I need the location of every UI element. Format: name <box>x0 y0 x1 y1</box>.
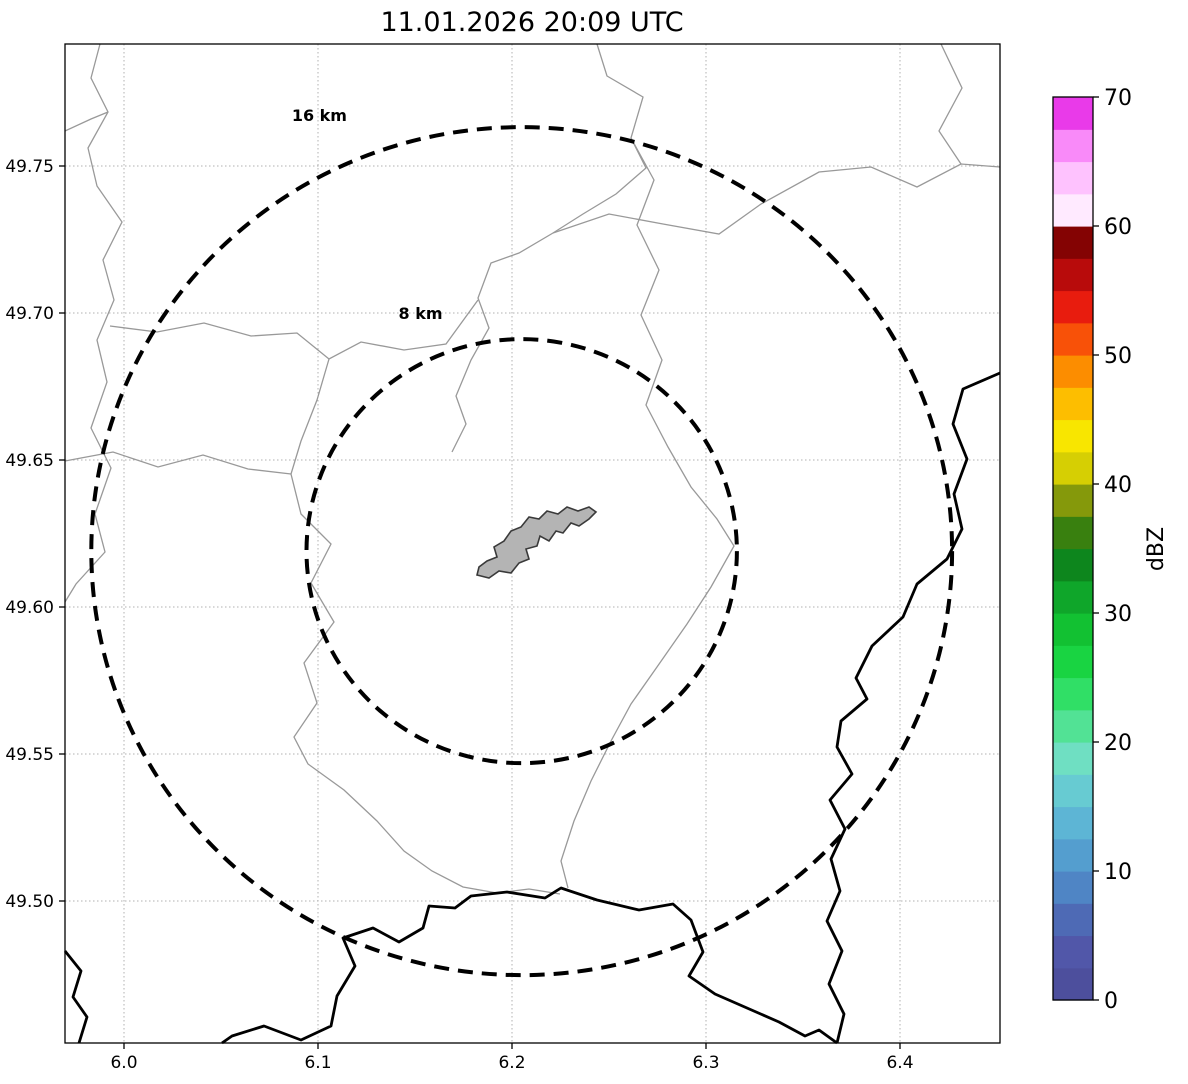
colorbar-segment <box>1053 742 1093 775</box>
y-tick-label: 49.75 <box>5 157 54 177</box>
colorbar-segment <box>1053 161 1093 195</box>
admin-boundary-line-6 <box>109 299 479 360</box>
x-tick-label: 6.4 <box>886 1053 913 1073</box>
admin-boundary-line-8 <box>64 451 292 475</box>
colorbar-segment <box>1053 387 1093 421</box>
colorbar-segment <box>1053 838 1093 872</box>
x-tick-label: 6.3 <box>692 1053 719 1073</box>
colorbar-segment <box>1053 290 1093 324</box>
x-tick-label: 6.1 <box>304 1053 331 1073</box>
admin-boundary-line-2 <box>64 111 109 132</box>
y-tick-label: 49.60 <box>5 598 54 618</box>
colorbar-segment <box>1053 548 1093 582</box>
y-tick-label: 49.65 <box>5 451 54 471</box>
colorbar-segment <box>1053 322 1093 356</box>
graticule-grid <box>65 44 1000 1043</box>
colorbar-segment <box>1053 774 1093 808</box>
admin-boundary-line-1 <box>64 43 123 603</box>
colorbar-tick-label: 40 <box>1104 473 1132 498</box>
colorbar-tick-label: 30 <box>1104 602 1132 627</box>
colorbar: 0 10 20 30 40 50 60 70 <box>1052 86 1132 1014</box>
colorbar-segment <box>1053 935 1093 969</box>
colorbar-segment <box>1053 613 1093 646</box>
city-boundary-polygon <box>476 506 598 579</box>
colorbar-segment <box>1053 709 1093 743</box>
admin-boundaries <box>64 43 1001 895</box>
admin-boundary-line-7 <box>290 358 561 895</box>
colorbar-segment <box>1053 645 1093 679</box>
colorbar-segment <box>1053 355 1093 388</box>
colorbar-segment <box>1053 871 1093 904</box>
colorbar-tick-label: 60 <box>1104 215 1132 240</box>
y-tick-label: 49.55 <box>5 745 54 765</box>
figure-title: 11.01.2026 20:09 UTC <box>380 7 683 38</box>
range-ring-16km <box>89 125 955 978</box>
colorbar-tick-label: 10 <box>1104 860 1132 885</box>
colorbar-tick-label: 20 <box>1104 731 1132 756</box>
country-border-line-east <box>825 371 1001 1044</box>
colorbar-segment <box>1053 516 1093 550</box>
colorbar-segment <box>1053 677 1093 711</box>
national-borders <box>63 371 1001 1045</box>
colorbar-segment <box>1053 258 1093 292</box>
y-tick-label: 49.50 <box>5 892 54 912</box>
admin-boundary-line-3 <box>451 43 647 453</box>
colorbar-segment <box>1053 129 1093 163</box>
plot-border <box>64 43 1001 1044</box>
range-ring-label-16km: 16 km <box>292 106 347 125</box>
country-border-line-southwest <box>63 950 89 1044</box>
y-tick-label: 49.70 <box>5 304 54 324</box>
admin-boundary-line-5 <box>938 43 963 165</box>
colorbar-segment <box>1053 419 1093 453</box>
range-ring-8km <box>304 337 739 766</box>
colorbar-tick-label: 0 <box>1104 989 1118 1014</box>
colorbar-border <box>1052 96 1094 1001</box>
axes: 6.0 6.1 6.2 6.3 6.4 49.75 49.70 49.65 49.60 49.55… <box>5 43 1001 1073</box>
x-tick-label: 6.2 <box>498 1053 525 1073</box>
admin-boundary-line-4 <box>552 163 1001 235</box>
colorbar-segment <box>1053 97 1093 130</box>
colorbar-segment <box>1053 580 1093 614</box>
colorbar-segment <box>1053 903 1093 937</box>
colorbar-segment <box>1053 226 1093 259</box>
x-tick-label: 6.0 <box>110 1053 137 1073</box>
colorbar-segment <box>1053 451 1093 485</box>
admin-boundary-line-9 <box>560 137 735 889</box>
colorbar-segment <box>1053 967 1093 1001</box>
colorbar-tick-label: 70 <box>1104 86 1132 111</box>
colorbar-segment <box>1053 484 1093 517</box>
country-border-line-south <box>221 886 838 1045</box>
map-geometry <box>63 43 1001 1045</box>
colorbar-unit-label: dBZ <box>1144 527 1169 571</box>
colorbar-segment <box>1053 806 1093 840</box>
range-rings: 16 km 8 km <box>89 106 955 978</box>
range-ring-label-8km: 8 km <box>399 304 443 323</box>
colorbar-segment <box>1053 193 1093 227</box>
colorbar-tick-label: 50 <box>1104 344 1132 369</box>
